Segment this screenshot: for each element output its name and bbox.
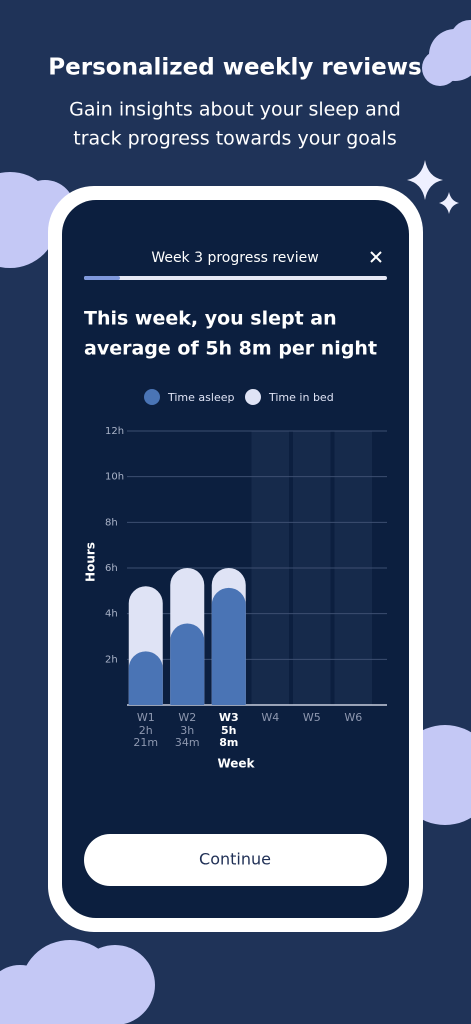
y-tick-label: 2h <box>105 654 118 665</box>
x-axis-label: Week <box>217 757 255 771</box>
x-tick-label: W4 <box>261 711 279 724</box>
progress-fill <box>84 276 120 280</box>
subtitle: track progress towards your goals <box>73 128 396 150</box>
headline: Personalized weekly reviews <box>48 55 421 81</box>
legend-label: Time asleep <box>167 391 234 404</box>
y-tick-label: 10h <box>105 472 124 483</box>
value-label: 21m <box>133 736 158 749</box>
x-tick-label: W5 <box>303 711 321 724</box>
x-tick-label: W6 <box>344 711 362 724</box>
value-label: 8m <box>219 736 238 749</box>
legend-swatch <box>245 389 261 405</box>
chart-title: This week, you slept an <box>84 308 337 330</box>
value-label: 5h <box>221 724 237 737</box>
x-tick-label: W3 <box>219 711 239 724</box>
legend-label: Time in bed <box>268 391 334 404</box>
x-tick-label: W2 <box>178 711 196 724</box>
legend-swatch <box>144 389 160 405</box>
stars <box>407 160 459 214</box>
continue-button[interactable] <box>84 834 387 886</box>
y-tick-label: 8h <box>105 517 118 528</box>
chart-title: average of 5h 8m per night <box>84 338 377 360</box>
y-axis-label: Hours <box>84 542 98 582</box>
close-button[interactable] <box>370 251 382 263</box>
x-tick-label: W1 <box>137 711 155 724</box>
value-label: 34m <box>175 736 200 749</box>
screen-title: Week 3 progress review <box>151 250 318 266</box>
subtitle: Gain insights about your sleep and <box>69 99 401 121</box>
phone-screen <box>62 200 409 918</box>
y-tick-label: 6h <box>105 563 118 574</box>
value-label: 3h <box>180 724 194 737</box>
continue-label[interactable]: Continue <box>199 850 271 869</box>
y-tick-label: 4h <box>105 609 118 620</box>
bar <box>211 587 246 705</box>
value-label: 2h <box>139 724 153 737</box>
bar <box>170 623 205 705</box>
bar <box>128 651 163 705</box>
progress-track <box>84 276 387 280</box>
y-tick-label: 12h <box>105 426 124 437</box>
